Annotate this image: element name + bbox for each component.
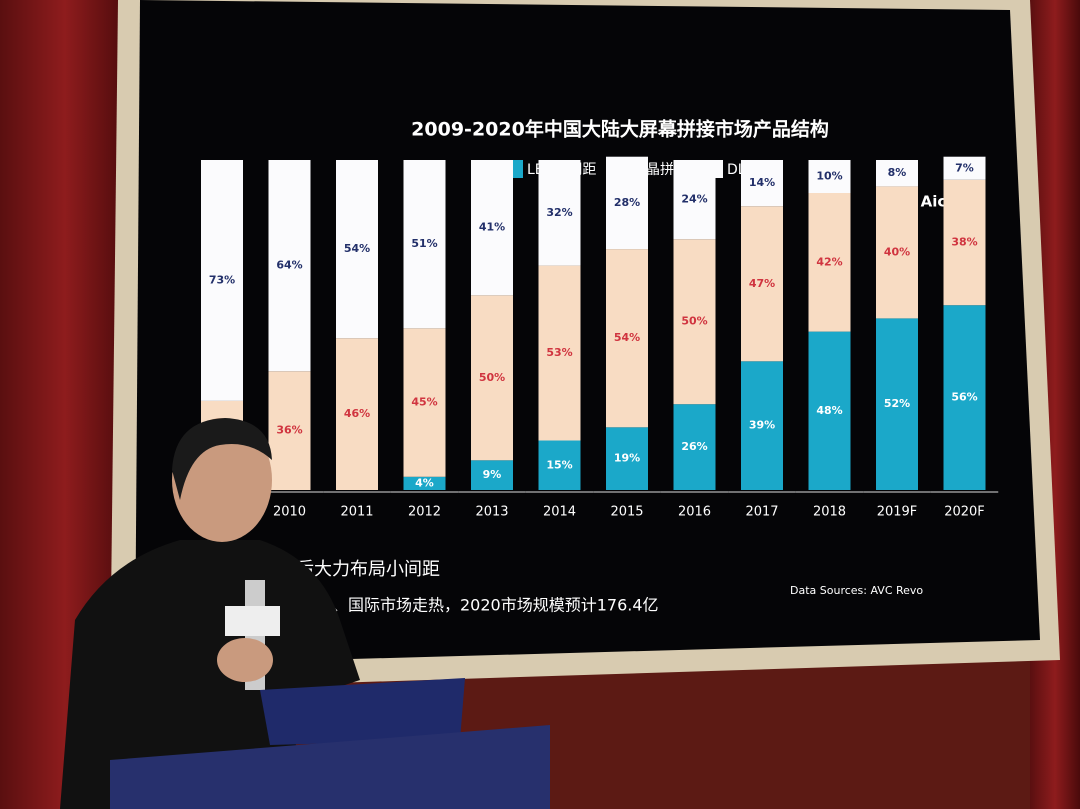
laptop xyxy=(260,678,465,745)
value-label: 42% xyxy=(816,255,842,268)
value-label: 15% xyxy=(546,458,572,471)
value-label: 9% xyxy=(483,468,502,481)
mic-flag xyxy=(225,606,280,636)
bar-segment xyxy=(876,186,918,319)
value-label: 50% xyxy=(479,371,505,384)
value-label: 48% xyxy=(816,404,842,417)
x-tick-label: 2013 xyxy=(475,505,508,520)
bullet: 后大力布局小间距 xyxy=(296,559,440,580)
bar-segment xyxy=(403,328,446,477)
bar-segment xyxy=(876,160,918,187)
bar-segment xyxy=(673,160,716,240)
chart: LED小间距液晶拼接DLP拼接73%36%64%201046%54%20114%… xyxy=(188,156,999,520)
bar-segment xyxy=(471,460,513,490)
bar-segment xyxy=(336,338,378,490)
value-label: 46% xyxy=(344,407,370,420)
bar-segment xyxy=(538,265,581,441)
bar-segment xyxy=(808,331,851,490)
x-tick-label: 2018 xyxy=(813,505,846,520)
value-label: 28% xyxy=(614,196,640,209)
x-tick-label: 2017 xyxy=(745,505,778,520)
value-label: 7% xyxy=(955,161,974,174)
value-label: 50% xyxy=(681,315,707,328)
bar-segment xyxy=(673,239,716,405)
value-label: 10% xyxy=(816,170,842,183)
bar-segment xyxy=(606,156,648,250)
hair xyxy=(172,418,272,500)
value-label: 32% xyxy=(546,206,572,219)
bar-segment xyxy=(943,305,986,490)
bar-segment xyxy=(876,318,918,490)
bar-segment xyxy=(741,361,783,490)
x-tick-label: 2015 xyxy=(610,505,643,520)
value-label: 56% xyxy=(951,391,977,404)
bar-segment xyxy=(471,160,513,296)
value-label: 39% xyxy=(749,419,775,432)
value-label: 24% xyxy=(681,193,707,206)
value-label: 36% xyxy=(276,424,302,437)
value-label: 64% xyxy=(276,259,302,272)
bar-segment xyxy=(606,427,648,490)
x-tick-label: 2019F xyxy=(877,505,918,520)
value-label: 14% xyxy=(749,176,775,189)
bar-segment xyxy=(538,440,581,490)
value-label: 26% xyxy=(681,440,707,453)
bar-segment xyxy=(336,160,378,339)
bar-segment xyxy=(538,160,581,266)
x-tick-label: 2012 xyxy=(408,505,441,520)
bar-segment xyxy=(471,295,513,461)
value-label: 54% xyxy=(614,331,640,344)
value-label: 51% xyxy=(411,237,437,250)
value-label: 52% xyxy=(884,397,910,410)
bar-segment xyxy=(268,371,311,490)
bar-segment xyxy=(673,404,716,490)
bar-segment xyxy=(943,179,986,306)
value-label: 47% xyxy=(749,277,775,290)
value-label: 8% xyxy=(888,166,907,179)
value-label: 54% xyxy=(344,242,370,255)
value-label: 38% xyxy=(951,236,977,249)
bar-segment xyxy=(741,160,783,207)
bullet: 线、国际市场走热，2020市场规模预计176.4亿 xyxy=(316,596,659,615)
bar-segment xyxy=(403,476,446,490)
bar-segment xyxy=(808,193,851,332)
x-tick-label: 2016 xyxy=(678,505,711,520)
x-tick-label: 2020F xyxy=(944,505,985,520)
bar-segment xyxy=(741,206,783,362)
bar-segment xyxy=(201,160,243,401)
hand xyxy=(217,638,273,682)
x-tick-label: 2010 xyxy=(273,505,306,520)
podium xyxy=(110,725,550,809)
value-label: 4% xyxy=(415,476,434,489)
value-label: 45% xyxy=(411,396,437,409)
bar-segment xyxy=(808,160,851,193)
value-label: 40% xyxy=(884,245,910,258)
source: Data Sources: AVC Revo xyxy=(790,584,923,597)
value-label: 73% xyxy=(209,273,235,286)
bar-segment xyxy=(268,160,311,372)
bar-segment xyxy=(403,160,446,329)
value-label: 53% xyxy=(546,346,572,359)
value-label: 19% xyxy=(614,452,640,465)
bar-segment xyxy=(606,249,648,428)
bar-segment xyxy=(943,156,986,180)
value-label: 41% xyxy=(479,221,505,234)
x-tick-label: 2011 xyxy=(340,505,373,520)
chart-title: 2009-2020年中国大陆大屏幕拼接市场产品结构 xyxy=(411,118,829,141)
x-tick-label: 2014 xyxy=(543,505,576,520)
